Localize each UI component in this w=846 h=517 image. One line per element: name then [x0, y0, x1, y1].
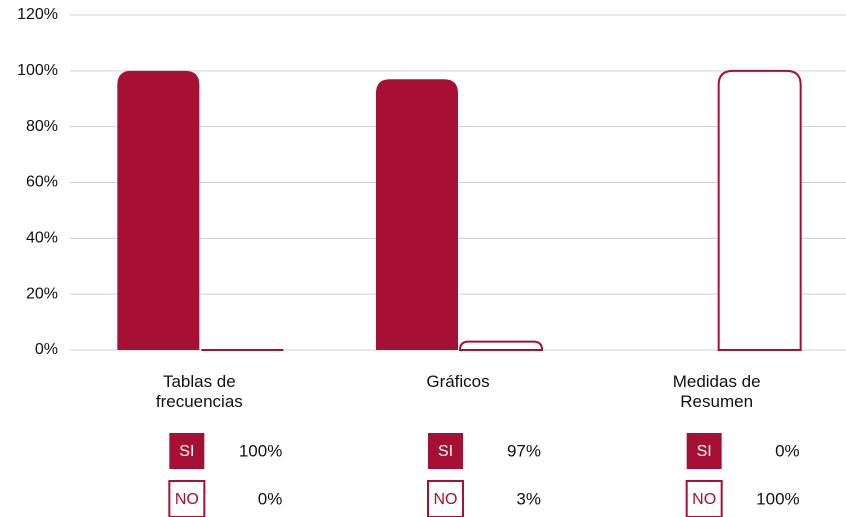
- value-label: 97%: [507, 441, 541, 460]
- y-tick-label: 80%: [26, 118, 58, 135]
- y-tick-label: 20%: [26, 285, 58, 302]
- legend-label: NO: [175, 491, 199, 508]
- bar: [717, 69, 802, 351]
- legend-label: SI: [179, 443, 194, 460]
- y-tick-label: 0%: [35, 341, 58, 358]
- bar: [376, 79, 458, 350]
- y-tick-label: 40%: [26, 230, 58, 247]
- value-label: 3%: [516, 489, 541, 508]
- y-tick-label: 60%: [26, 174, 58, 191]
- value-label: 0%: [775, 441, 800, 460]
- legend-label: NO: [692, 491, 716, 508]
- bar: [458, 340, 544, 351]
- y-tick-label: 100%: [17, 62, 58, 79]
- bar: [117, 70, 200, 350]
- value-label: 100%: [756, 489, 799, 508]
- legend-key: [685, 480, 723, 517]
- legend-key: [169, 433, 205, 469]
- legend-label: SI: [697, 443, 712, 460]
- legend-key: [428, 433, 463, 469]
- legend-key: [168, 480, 206, 517]
- value-label: 100%: [239, 441, 282, 460]
- y-tick-label: 120%: [17, 6, 58, 23]
- legend-key: [427, 480, 464, 517]
- legend-key: [686, 433, 722, 469]
- legend-label: SI: [438, 443, 453, 460]
- x-tick-label: Tablas de frecuencias: [155, 372, 243, 411]
- value-label: 0%: [258, 489, 283, 508]
- legend-label: NO: [434, 491, 458, 508]
- x-tick-label: Medidas de Resumen: [672, 372, 761, 411]
- x-tick-label: Gráficos: [426, 372, 490, 391]
